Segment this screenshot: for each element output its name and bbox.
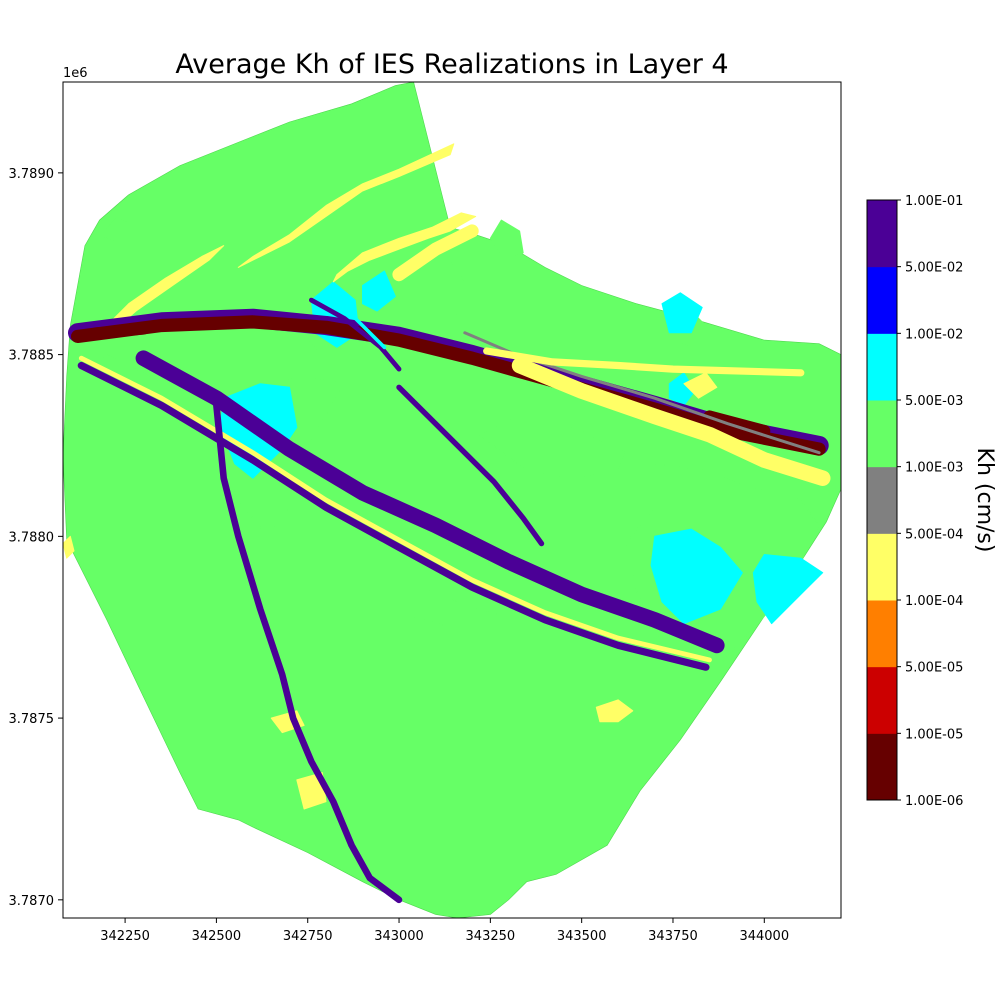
colorbar-tick-label: 1.00E-01	[905, 194, 963, 209]
colorbar-tick-label: 1.00E-04	[905, 594, 963, 609]
kh-zone	[683, 372, 718, 399]
colorbar-tick-label: 1.00E-03	[905, 461, 963, 476]
x-tick-label: 342250	[100, 929, 150, 944]
x-tick-label: 342500	[192, 929, 242, 944]
colorbar-segment	[867, 333, 897, 401]
kh-bands	[68, 224, 831, 904]
kh-band	[213, 402, 403, 904]
kh-band	[511, 357, 831, 486]
colorbar-tick-label: 1.00E-05	[905, 727, 963, 742]
kh-zone	[595, 699, 634, 723]
kh-band	[396, 384, 545, 547]
kh-zone	[237, 143, 455, 268]
plot-area	[63, 82, 841, 918]
kh-band	[77, 361, 710, 671]
colorbar-tick-label: 5.00E-04	[905, 527, 963, 542]
kh-band	[338, 301, 387, 350]
colorbar-segment	[867, 733, 897, 801]
colorbar-segment	[867, 200, 897, 268]
y-axis: 3.7870 3.7875 3.7880 3.7885 3.7890	[9, 167, 63, 909]
y-tick-label: 3.7870	[9, 894, 55, 909]
colorbar-tick-label: 1.00E-06	[905, 794, 963, 809]
chart-title: Average Kh of IES Realizations in Layer …	[175, 49, 728, 80]
kh-zone	[650, 528, 743, 625]
kh-band	[71, 315, 826, 456]
kh-zone	[489, 219, 524, 261]
kh-zone	[63, 535, 75, 559]
x-tick-label: 344000	[739, 929, 789, 944]
x-tick-label: 343250	[466, 929, 516, 944]
colorbar-tick-label: 5.00E-03	[905, 394, 963, 409]
domain-polygon	[63, 82, 841, 918]
kh-band	[135, 350, 725, 654]
kh-band	[703, 410, 771, 437]
y-offset-label: 1e6	[63, 66, 88, 81]
kh-band	[483, 347, 805, 377]
x-tick-label: 343750	[648, 929, 698, 944]
colorbar: 1.00E-06 1.00E-05 5.00E-05 1.00E-04 5.00E-04…	[866, 194, 963, 809]
colorbar-tick-label: 5.00E-02	[905, 261, 963, 276]
y-tick-label: 3.7890	[9, 167, 55, 182]
colorbar-frame	[866, 199, 898, 801]
kh-band	[90, 323, 149, 339]
y-tick-label: 3.7885	[9, 349, 55, 364]
colorbar-segment	[867, 666, 897, 734]
colorbar-segment	[867, 400, 897, 468]
colorbar-segment	[867, 533, 897, 601]
kh-zone	[478, 415, 626, 479]
kh-zone	[99, 216, 137, 247]
model-domain	[63, 82, 841, 918]
x-tick-label: 343500	[557, 929, 607, 944]
colorbar-segment	[867, 600, 897, 668]
kh-band	[392, 224, 479, 282]
kh-zone	[413, 615, 455, 683]
colorbar-tick-label: 5.00E-05	[905, 661, 963, 676]
x-tick-label: 342750	[283, 929, 333, 944]
kh-band	[309, 297, 402, 372]
plot-frame	[62, 81, 842, 919]
colorbar-label: Kh (cm/s)	[972, 448, 997, 553]
kh-zone	[332, 212, 477, 283]
colorbar-segment	[867, 466, 897, 534]
kh-zone	[362, 270, 396, 312]
x-tick-label: 343000	[374, 929, 424, 944]
y-tick-label: 3.7880	[9, 530, 55, 545]
colorbar-segment	[867, 266, 897, 334]
kh-zone	[752, 554, 824, 625]
x-axis: 342250 342500 342750 343000 343250 343500 3437…	[100, 918, 789, 944]
colorbar-tick-label: 1.00E-02	[905, 327, 963, 342]
kh-band	[78, 355, 712, 663]
kh-zone	[405, 539, 605, 625]
kh-zone	[661, 292, 703, 334]
y-tick-label: 3.7875	[9, 712, 55, 727]
